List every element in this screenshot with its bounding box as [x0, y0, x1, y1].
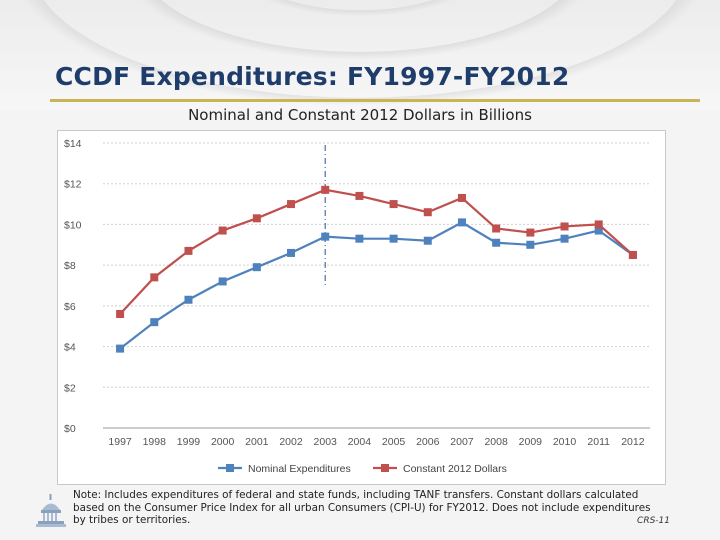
x-tick-label: 2011	[587, 436, 610, 448]
rotunda-background	[0, 0, 720, 110]
data-point	[252, 214, 261, 223]
data-point	[218, 277, 227, 286]
data-point	[628, 250, 637, 259]
data-point	[287, 200, 296, 209]
data-point	[457, 218, 466, 227]
data-point	[423, 208, 432, 217]
data-point	[355, 234, 364, 243]
data-point	[355, 191, 364, 200]
data-point	[184, 246, 193, 255]
data-point	[389, 200, 398, 209]
data-point	[116, 344, 125, 353]
slide-title: CCDF Expenditures: FY1997-FY2012	[55, 62, 570, 91]
data-point	[116, 310, 125, 318]
x-tick-label: 2000	[211, 436, 235, 448]
x-tick-label: 1999	[177, 436, 201, 448]
x-tick-label: 1997	[108, 436, 132, 448]
data-point	[150, 273, 159, 282]
slide-number: CRS-11	[637, 516, 670, 526]
data-point	[252, 263, 261, 272]
data-point	[492, 224, 501, 233]
line-chart: $0 $2 $4 $6 $8 $10 $12 $14 1997 1998 1999 2000 2001 2…	[64, 138, 650, 475]
legend-swatch-marker	[226, 464, 234, 472]
y-tick-label: $4	[64, 342, 76, 354]
data-point	[526, 240, 535, 249]
data-point	[594, 226, 603, 235]
chart-panel: $0 $2 $4 $6 $8 $10 $12 $14 1997 1998 1999 2000 2001 2…	[57, 130, 666, 485]
y-tick-label: $0	[64, 423, 76, 435]
data-point	[321, 232, 330, 241]
data-point	[287, 248, 296, 257]
series-line	[119, 188, 634, 315]
title-underline	[50, 99, 700, 102]
y-tick-label: $14	[64, 138, 82, 150]
y-tick-label: $10	[64, 219, 82, 231]
data-point	[150, 318, 159, 327]
chart-subtitle: Nominal and Constant 2012 Dollars in Bil…	[188, 106, 532, 124]
capitol-dome-logo	[36, 494, 66, 534]
y-tick-label: $12	[64, 179, 82, 191]
x-tick-label: 2003	[314, 436, 338, 448]
x-tick-label: 2007	[450, 436, 474, 448]
data-point	[184, 295, 193, 304]
data-point	[218, 226, 227, 235]
data-point	[423, 236, 432, 245]
data-point	[594, 220, 603, 229]
legend-label: Nominal Expenditures	[248, 463, 351, 475]
x-tick-label: 2002	[279, 436, 303, 448]
y-tick-label: $6	[64, 301, 76, 313]
series-line	[119, 221, 634, 350]
data-point	[321, 185, 330, 194]
footnote: Note: Includes expenditures of federal a…	[73, 489, 651, 527]
x-tick-label: 2010	[553, 436, 577, 448]
x-tick-label: 2006	[416, 436, 440, 448]
data-point	[389, 234, 398, 243]
y-tick-label: $8	[64, 260, 76, 272]
x-tick-label: 1998	[143, 436, 167, 448]
legend-swatch-marker	[381, 464, 389, 472]
x-tick-label: 2005	[382, 436, 406, 448]
x-tick-label: 2012	[621, 436, 645, 448]
data-point	[457, 193, 466, 202]
y-tick-label: $2	[64, 382, 76, 394]
data-point	[492, 238, 501, 247]
x-tick-label: 2001	[245, 436, 269, 448]
x-tick-label: 2009	[519, 436, 543, 448]
legend-label: Constant 2012 Dollars	[403, 463, 507, 475]
x-tick-label: 2008	[484, 436, 508, 448]
data-point	[526, 228, 535, 237]
data-point	[560, 234, 569, 243]
x-tick-label: 2004	[348, 436, 372, 448]
data-point	[560, 222, 569, 231]
